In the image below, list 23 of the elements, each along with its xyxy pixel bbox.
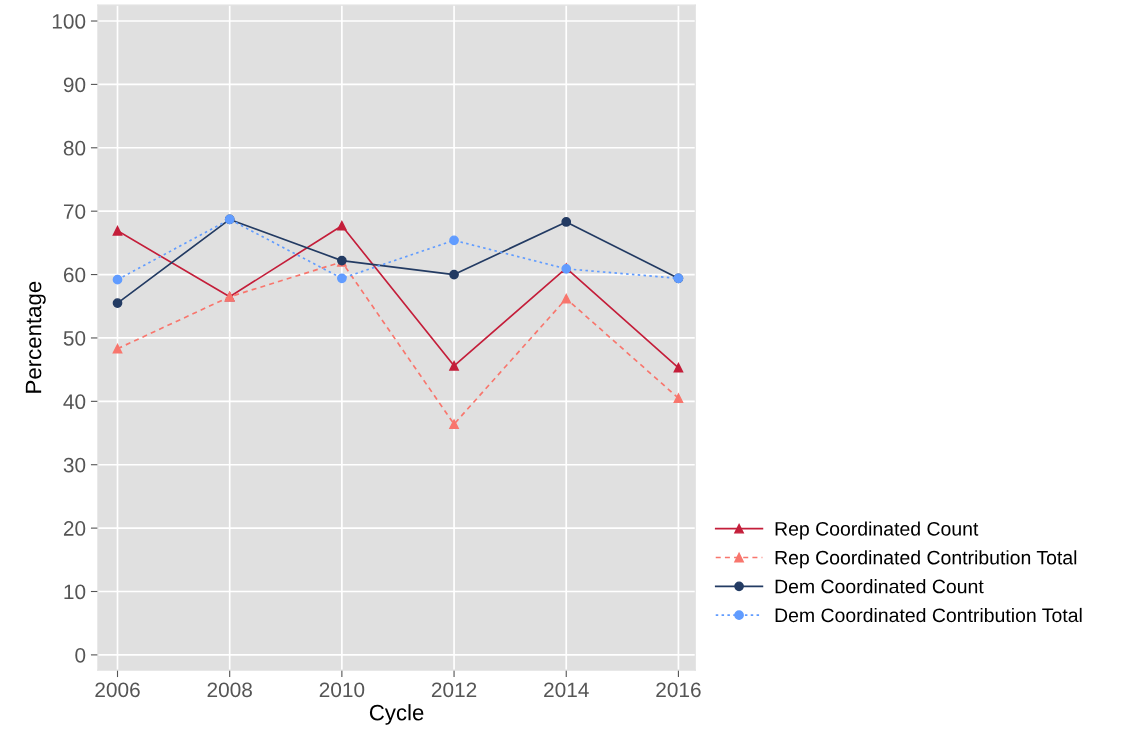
y-tick-label: 20 [63,521,86,536]
y-tick-label: 60 [63,267,86,283]
y-tick-label: 30 [63,457,86,473]
x-tick-label: 2008 [207,682,252,698]
y-tick-label: 70 [63,204,86,219]
legend-label: Dem Coordinated Count [775,579,984,594]
y-tick-label: 50 [63,330,86,346]
legend-label: Rep Coordinated Contribution Total [775,550,1077,569]
y-tick-label: 90 [63,77,86,93]
y-axis-title: Percentage [25,281,46,393]
x-tick-label: 2010 [319,682,365,698]
x-axis-title: Cycle [369,704,424,725]
y-tick-label: 40 [63,394,86,410]
y-tick-label: 80 [63,140,86,156]
x-tick-label: 2012 [431,682,477,698]
y-tick-label: 0 [75,647,86,663]
x-tick-label: 2014 [544,682,589,698]
y-tick-label: 100 [52,14,86,29]
y-tick-label: 10 [64,584,86,600]
x-tick-label: 2006 [95,682,140,698]
x-tick-label: 2016 [656,682,701,698]
legend-label: Rep Coordinated Count [775,521,979,540]
legend-label: Dem Coordinated Contribution Total [775,607,1082,623]
